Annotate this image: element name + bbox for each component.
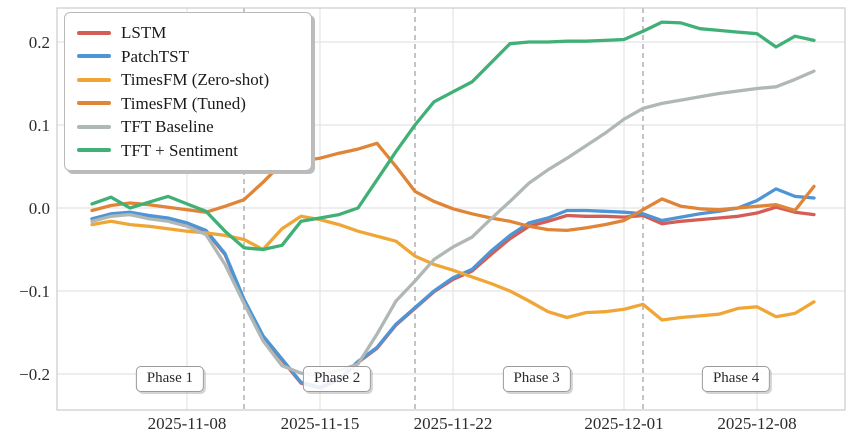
legend-item-timesfm-tuned-: TimesFM (Tuned)	[73, 92, 301, 116]
legend-label: PatchTST	[121, 46, 189, 66]
legend-line-swatch	[77, 30, 111, 35]
y-tick-label: 0.0	[28, 199, 50, 218]
legend-line-swatch	[77, 148, 111, 153]
legend-item-lstm: LSTM	[73, 21, 301, 45]
legend-item-patchtst: PatchTST	[73, 45, 301, 69]
phase-label-phase-4: Phase 4	[701, 366, 771, 392]
y-tick-label: −0.2	[19, 364, 50, 384]
legend-label: TimesFM (Tuned)	[121, 93, 246, 113]
y-tick-label: −0.1	[19, 281, 50, 301]
series-line-tft-baseline	[90, 69, 816, 377]
series-line-tft-sentiment	[90, 20, 816, 252]
legend-line-swatch	[77, 54, 111, 59]
x-tick-label: 2025-12-08	[717, 414, 797, 433]
legend-label: TimesFM (Zero-shot)	[121, 70, 270, 90]
legend-label: TFT Baseline	[121, 117, 214, 137]
phase-label-phase-3: Phase 3	[502, 366, 571, 392]
x-tick-label: 2025-11-08	[147, 414, 227, 433]
phase-label-phase-2: Phase 2	[302, 366, 372, 392]
series-line-timesfm-zero-shot-	[90, 214, 816, 322]
plot-border	[56, 7, 846, 411]
phase-label-phase-1: Phase 1	[135, 366, 205, 392]
chart-legend: LSTM PatchTST TimesFM (Zero-shot) TimesFM (…	[64, 12, 312, 171]
x-tick-label: 2025-11-15	[280, 414, 360, 433]
series-line-patchtst	[90, 187, 816, 389]
y-tick-label: 0.2	[28, 33, 50, 53]
series-lines	[90, 20, 816, 390]
legend-line-swatch	[77, 77, 111, 82]
legend-line-swatch	[77, 124, 111, 129]
legend-item-tft-baseline: TFT Baseline	[73, 115, 301, 139]
legend-line-swatch	[77, 101, 111, 106]
x-tick-label: 2025-12-01	[584, 414, 664, 433]
legend-item-timesfm-zero-shot-: TimesFM (Zero-shot)	[73, 68, 301, 92]
legend-label: TFT + Sentiment	[121, 140, 238, 160]
legend-label: LSTM	[121, 23, 167, 43]
x-tick-label: 2025-11-22	[413, 414, 493, 433]
series-line-timesfm-tuned-	[90, 141, 816, 233]
legend-item-tft-sentiment: TFT + Sentiment	[73, 139, 301, 163]
y-tick-label: 0.1	[28, 116, 50, 135]
